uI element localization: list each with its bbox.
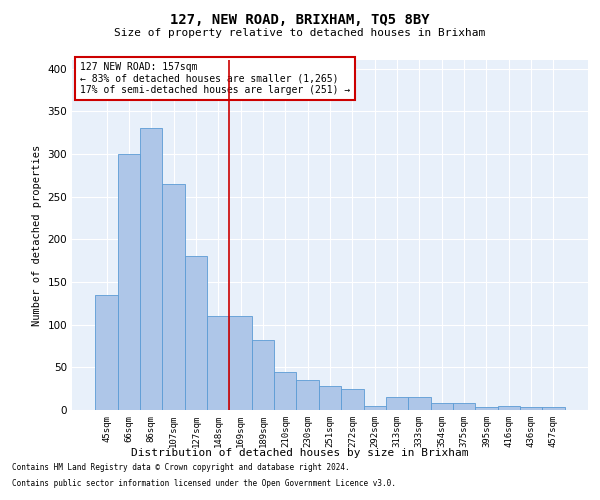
Text: Distribution of detached houses by size in Brixham: Distribution of detached houses by size … bbox=[131, 448, 469, 458]
Bar bbox=[163, 184, 185, 410]
Bar bbox=[475, 408, 497, 410]
Bar bbox=[185, 256, 207, 410]
Bar bbox=[252, 340, 274, 410]
Text: Contains HM Land Registry data © Crown copyright and database right 2024.: Contains HM Land Registry data © Crown c… bbox=[12, 464, 350, 472]
Bar bbox=[95, 295, 118, 410]
Bar bbox=[274, 372, 296, 410]
Bar bbox=[453, 403, 475, 410]
Bar bbox=[319, 386, 341, 410]
Y-axis label: Number of detached properties: Number of detached properties bbox=[32, 144, 42, 326]
Bar bbox=[497, 406, 520, 410]
Bar bbox=[386, 397, 408, 410]
Bar bbox=[520, 408, 542, 410]
Bar bbox=[341, 388, 364, 410]
Bar bbox=[118, 154, 140, 410]
Text: Size of property relative to detached houses in Brixham: Size of property relative to detached ho… bbox=[115, 28, 485, 38]
Text: 127, NEW ROAD, BRIXHAM, TQ5 8BY: 127, NEW ROAD, BRIXHAM, TQ5 8BY bbox=[170, 12, 430, 26]
Text: Contains public sector information licensed under the Open Government Licence v3: Contains public sector information licen… bbox=[12, 478, 396, 488]
Bar bbox=[140, 128, 163, 410]
Bar bbox=[542, 408, 565, 410]
Text: 127 NEW ROAD: 157sqm
← 83% of detached houses are smaller (1,265)
17% of semi-de: 127 NEW ROAD: 157sqm ← 83% of detached h… bbox=[80, 62, 350, 95]
Bar bbox=[207, 316, 229, 410]
Bar bbox=[364, 406, 386, 410]
Bar bbox=[431, 403, 453, 410]
Bar bbox=[229, 316, 252, 410]
Bar bbox=[408, 397, 431, 410]
Bar bbox=[296, 380, 319, 410]
